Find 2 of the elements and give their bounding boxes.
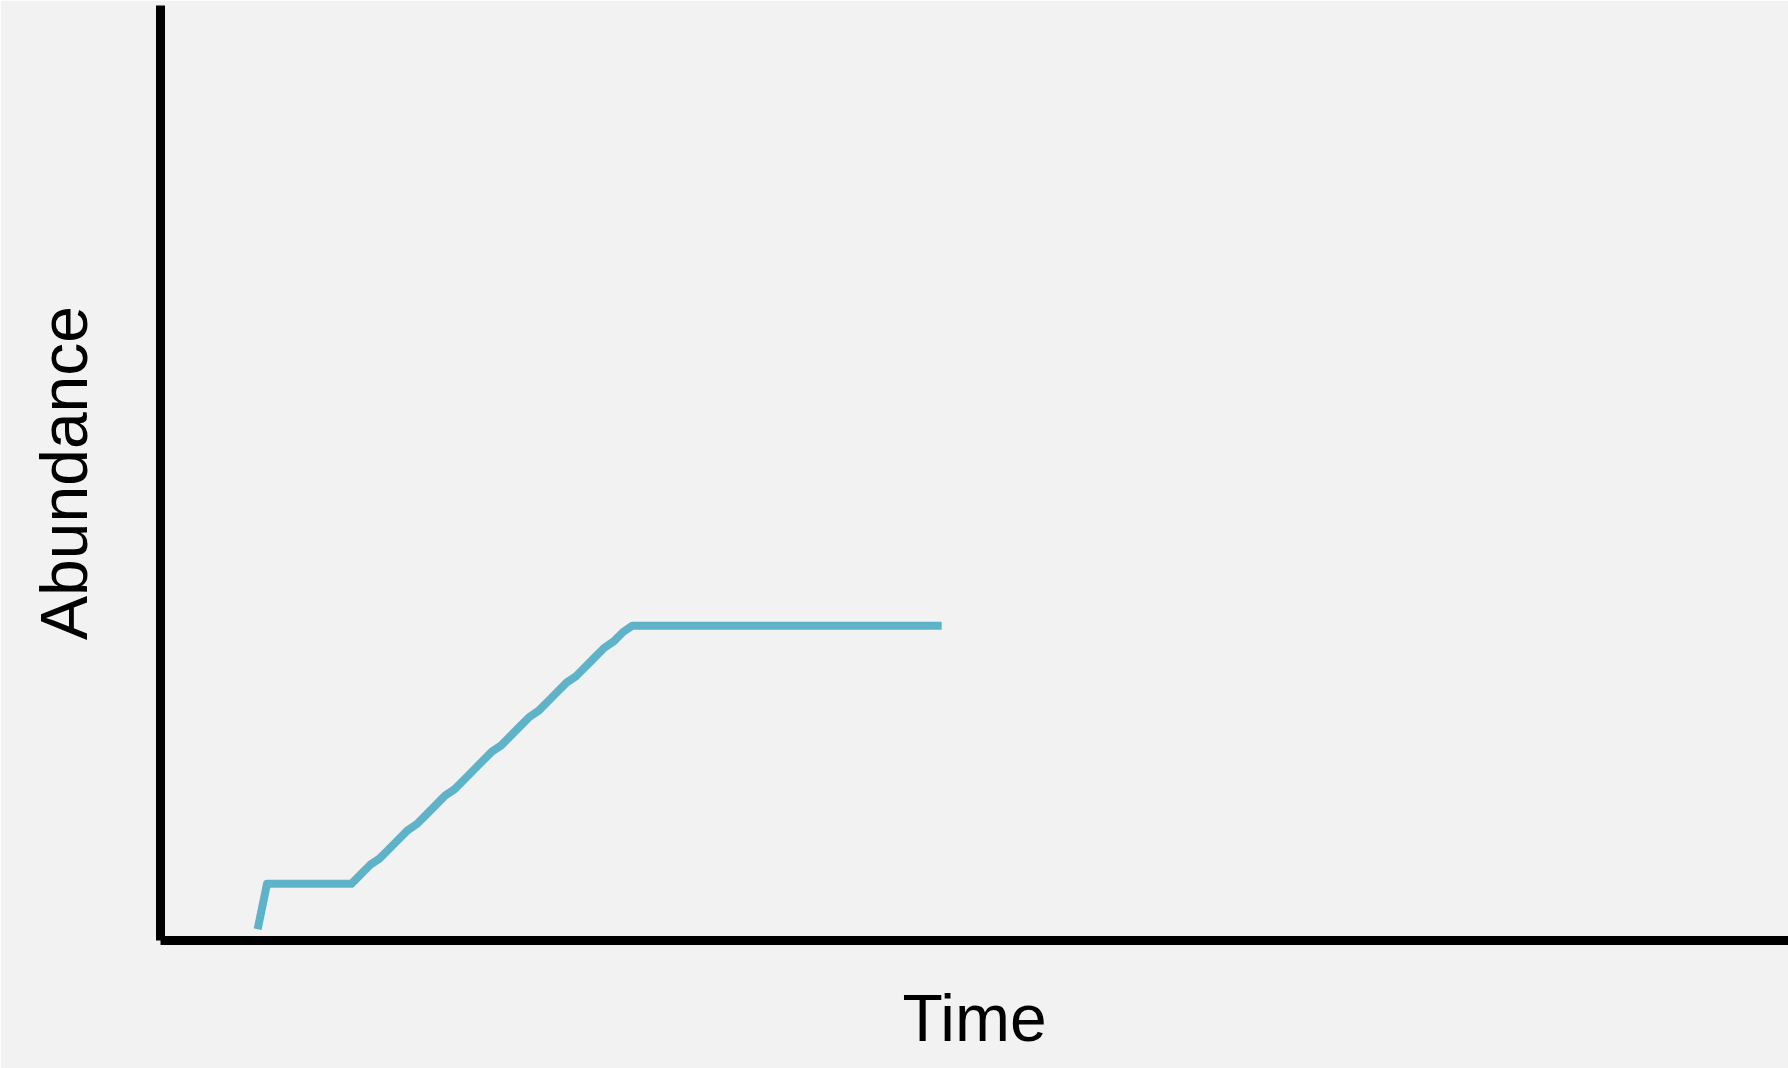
x-axis-title: Time (902, 980, 1047, 1055)
y-axis-title: Abundance (26, 306, 101, 640)
